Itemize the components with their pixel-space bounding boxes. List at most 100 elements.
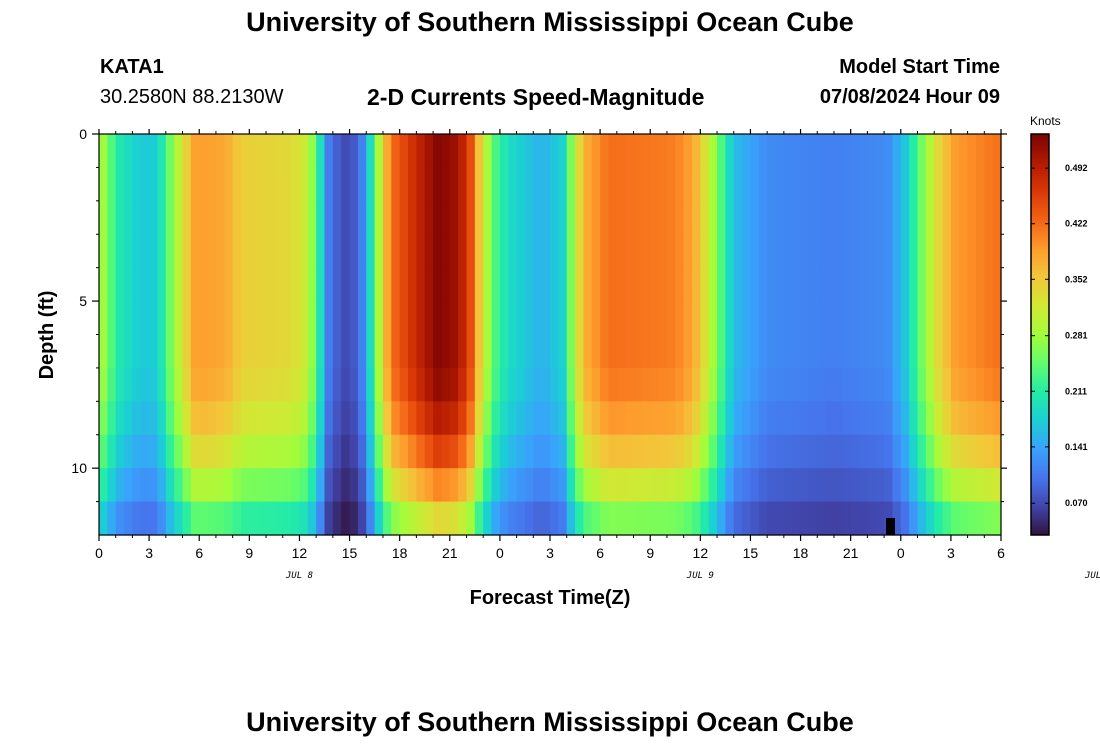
heat-cell: [683, 367, 693, 402]
heat-cell: [725, 167, 735, 202]
heat-cell: [282, 334, 292, 369]
heat-cell: [416, 334, 426, 369]
heat-cell: [240, 234, 250, 269]
heat-cell: [900, 468, 910, 503]
heat-cell: [257, 434, 267, 469]
heat-cell: [725, 334, 735, 369]
heat-cell: [992, 367, 1002, 402]
heat-cell: [157, 301, 167, 336]
heat-cell: [458, 367, 468, 402]
heat-cell: [307, 301, 317, 336]
heat-cell: [174, 434, 184, 469]
heat-cell: [341, 401, 351, 436]
heat-cell: [266, 301, 275, 336]
heat-cell: [884, 167, 894, 202]
heat-cell: [909, 434, 919, 469]
heat-cell: [274, 401, 284, 436]
heat-cell: [307, 434, 317, 469]
heat-cell: [174, 468, 184, 503]
heat-cell: [215, 234, 225, 269]
heat-cell: [700, 367, 710, 402]
heat-cell: [416, 267, 426, 302]
heat-cell: [742, 401, 752, 436]
heat-cell: [984, 200, 994, 235]
heat-cell: [441, 200, 451, 235]
heat-cell: [775, 367, 785, 402]
heat-cell: [408, 401, 417, 436]
heat-cell: [382, 200, 392, 235]
heat-cell: [909, 367, 919, 402]
heat-cell: [357, 301, 367, 336]
heat-cell: [533, 301, 543, 336]
heat-cell: [900, 234, 910, 269]
heat-cell: [558, 501, 568, 536]
heat-cell: [625, 301, 635, 336]
x-tick-label: 12: [292, 545, 308, 561]
heat-cell: [466, 200, 476, 235]
x-tick-label: 6: [997, 545, 1005, 561]
heat-cell: [900, 167, 910, 202]
heat-cell: [165, 468, 175, 503]
heat-cell: [424, 267, 434, 302]
heat-cell: [825, 501, 835, 536]
heat-cell: [691, 200, 701, 235]
heat-cell: [458, 334, 468, 369]
heat-cell: [558, 200, 568, 235]
heat-cell: [683, 434, 693, 469]
heat-cell: [558, 334, 568, 369]
heat-cell: [758, 367, 768, 402]
heat-cell: [215, 200, 225, 235]
heat-cell: [541, 334, 551, 369]
heat-cell: [967, 367, 977, 402]
heat-cell: [775, 200, 785, 235]
heat-cell: [909, 334, 919, 369]
heat-cell: [516, 134, 526, 169]
heat-cell: [466, 367, 476, 402]
heat-cell: [124, 234, 134, 269]
heat-cell: [992, 334, 1002, 369]
heat-cell: [909, 301, 919, 336]
heat-cell: [725, 134, 735, 169]
heat-cell: [174, 301, 184, 336]
heat-cell: [382, 434, 392, 469]
heat-cell: [199, 134, 209, 169]
heat-cell: [399, 501, 409, 536]
heat-cell: [842, 134, 852, 169]
heat-cell: [157, 234, 167, 269]
heat-cell: [399, 134, 409, 169]
heat-cell: [717, 234, 726, 269]
heat-cell: [591, 234, 601, 269]
heat-cell: [959, 134, 969, 169]
heat-cell: [566, 167, 576, 202]
heat-cell: [524, 401, 534, 436]
heat-cell: [558, 134, 568, 169]
heat-cell: [808, 401, 818, 436]
heat-cell: [132, 367, 142, 402]
heat-cell: [374, 134, 384, 169]
heat-cell: [700, 468, 710, 503]
heat-cell: [332, 301, 342, 336]
heat-cell: [675, 167, 685, 202]
heat-cell: [516, 367, 526, 402]
heat-cell: [182, 234, 192, 269]
heat-cell: [550, 367, 559, 402]
heat-cell: [650, 167, 660, 202]
heat-cell: [975, 234, 985, 269]
heat-cell: [115, 234, 125, 269]
heat-cell: [399, 334, 409, 369]
heat-cell: [508, 501, 518, 536]
heat-cell: [950, 200, 960, 235]
heat-cell: [666, 367, 676, 402]
heat-cell: [691, 501, 701, 536]
heat-cell: [583, 401, 593, 436]
heat-cell: [324, 267, 334, 302]
heat-cell: [550, 200, 559, 235]
heat-cell: [324, 334, 334, 369]
heat-cell: [775, 234, 785, 269]
heat-cell: [416, 134, 426, 169]
heat-cell: [708, 367, 718, 402]
heat-cell: [875, 134, 885, 169]
heat-cell: [174, 501, 184, 536]
heat-cell: [959, 200, 969, 235]
heat-cell: [449, 367, 459, 402]
